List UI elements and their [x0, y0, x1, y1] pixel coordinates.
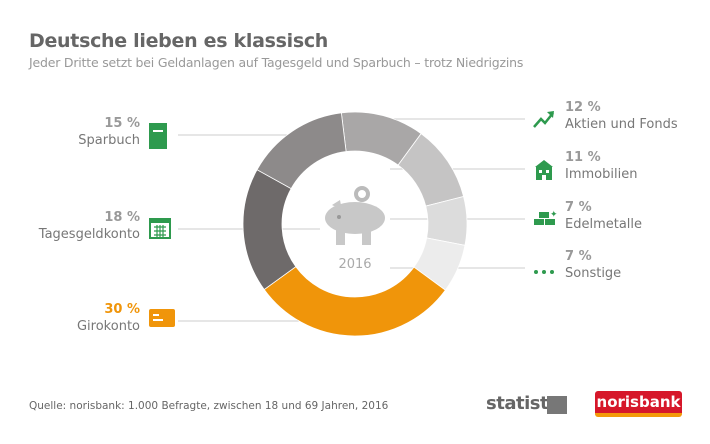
legend-percent: 30 %	[104, 302, 140, 317]
legend-name: Edelmetalle	[565, 217, 643, 232]
legend-percent: 11 %	[565, 150, 601, 165]
legend-name: Aktien und Fonds	[565, 117, 678, 132]
chart-title: Deutsche lieben es klassisch	[29, 30, 329, 52]
legend-name: Sonstige	[565, 266, 622, 281]
legend-percent: 15 %	[104, 116, 140, 131]
center-year-label: 2016	[338, 257, 371, 272]
legend-label: 7 % Sonstige	[565, 248, 621, 282]
legend-label: 15 % Sparbuch	[0, 115, 140, 149]
legend-name: Girokonto	[76, 319, 140, 334]
legend-percent: 7 %	[565, 249, 592, 264]
legend-percent: 12 %	[565, 100, 601, 115]
legend-label: 11 % Immobilien	[565, 149, 637, 183]
legend-label: 12 % Aktien und Fonds	[565, 99, 678, 133]
legend-label: 18 % Tagesgeldkonto	[0, 209, 140, 243]
legend-percent: 18 %	[104, 210, 140, 225]
legend-name: Sparbuch	[78, 133, 140, 148]
legend-label: 30 % Girokonto	[0, 301, 140, 335]
legend-percent: 7 %	[565, 200, 592, 215]
piggy-bank-icon	[325, 186, 385, 245]
legend-label: 7 % Edelmetalle	[565, 199, 642, 233]
slice-sparbuch	[256, 112, 347, 190]
statista-logo-mark	[547, 396, 567, 414]
slice-tagesgeldkonto	[242, 169, 297, 291]
chart-subtitle: Jeder Dritte setzt bei Geldanlagen auf T…	[29, 55, 524, 70]
statista-logo: statista	[486, 393, 560, 414]
legend-name: Immobilien	[565, 167, 638, 182]
norisbank-logo: norisbank	[595, 391, 682, 417]
source-note: Quelle: norisbank: 1.000 Befragte, zwisc…	[29, 400, 389, 412]
legend-name: Tagesgeldkonto	[38, 227, 140, 242]
slice-girokonto	[263, 266, 446, 337]
svg-text:✦: ✦	[550, 210, 557, 220]
